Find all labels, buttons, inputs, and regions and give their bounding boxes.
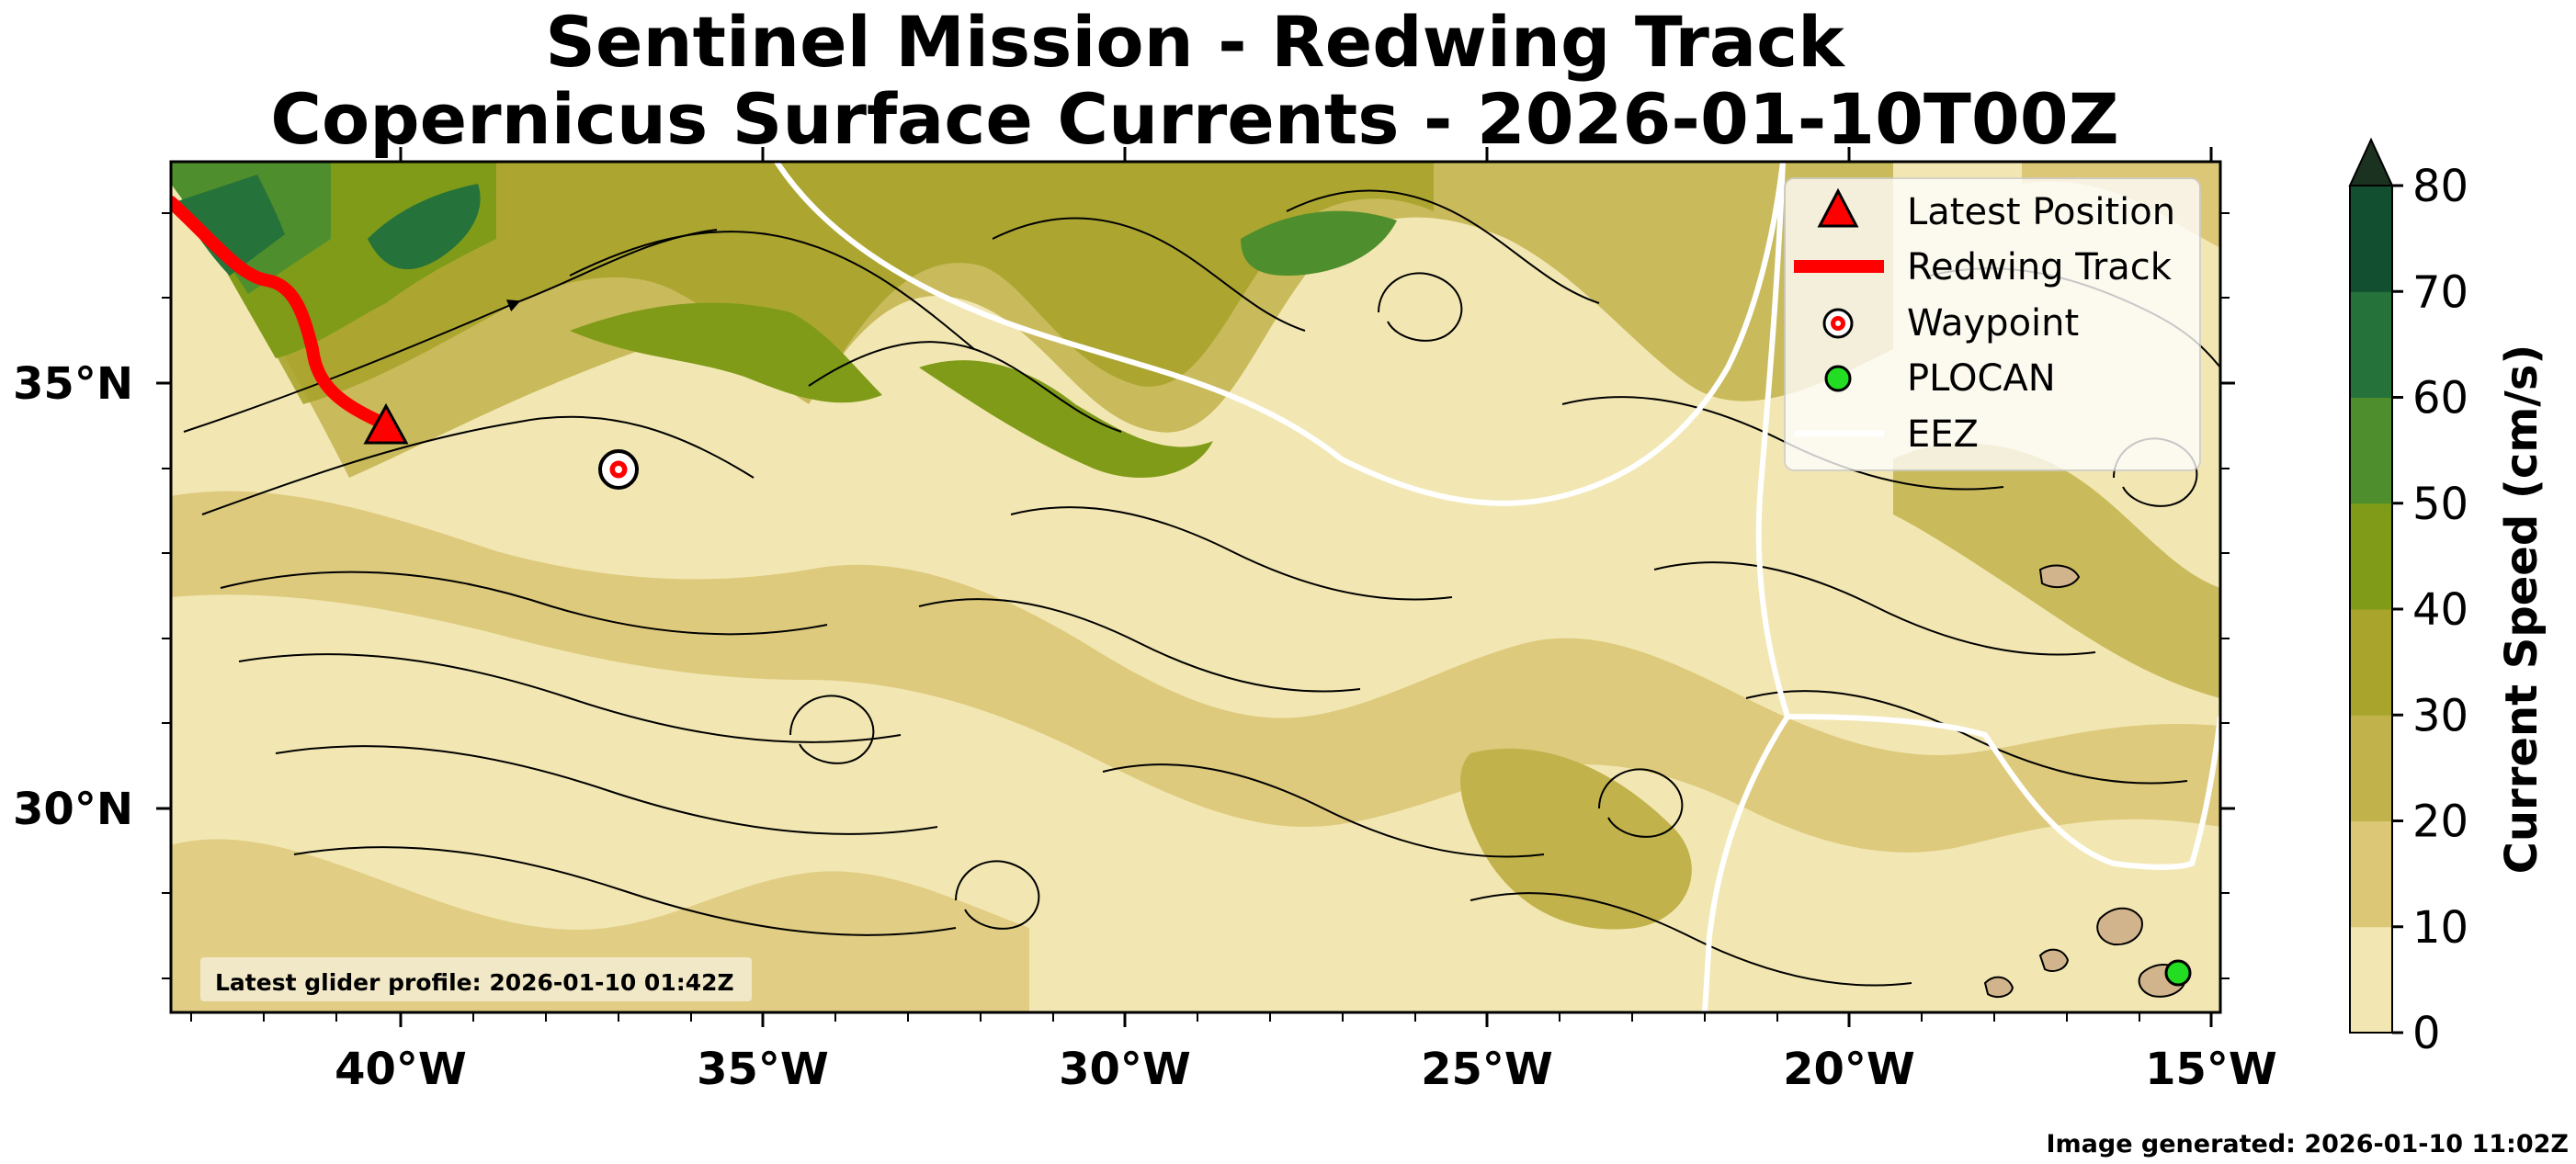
- colorbar-segment: [2350, 397, 2392, 504]
- image-generated-label: Image generated: 2026-01-10 11:02Z: [2046, 1130, 2569, 1158]
- colorbar-tick-label: 80: [2412, 161, 2468, 212]
- colorbar-tick-label: 10: [2412, 902, 2468, 954]
- lon-ticks: [399, 147, 2213, 1027]
- map-frame: [169, 160, 2222, 1014]
- colorbar-segment: [2350, 609, 2392, 716]
- map-title-line2: Copernicus Surface Currents - 2026-01-10…: [270, 78, 2119, 160]
- legend-label-eez: EEZ: [1907, 413, 1979, 456]
- lon-label-20w: 20°W: [1783, 1044, 1915, 1095]
- colorbar-tick-label: 30: [2412, 690, 2468, 741]
- colorbar-label: Current Speed (cm/s): [2496, 345, 2548, 875]
- colorbar-segment: [2350, 926, 2392, 1034]
- current-streamlines: [183, 189, 2220, 987]
- colorbar-tick-label: 0: [2412, 1008, 2441, 1059]
- colorbar-tick-label: 60: [2412, 373, 2468, 424]
- eez-boundary: [774, 162, 2220, 1012]
- map-title-line1: Sentinel Mission - Redwing Track: [545, 1, 1844, 83]
- lon-label-25w: 25°W: [1421, 1044, 1553, 1095]
- lat-label-30n: 30°N: [13, 784, 133, 835]
- colorbar-segment: [2350, 186, 2392, 292]
- colorbar-tick-label: 70: [2412, 266, 2468, 318]
- lat-label-35n: 35°N: [13, 358, 133, 410]
- latest-profile-label: Latest glider profile: 2026-01-10 01:42Z: [215, 969, 734, 996]
- lat-ticks: [156, 381, 2235, 810]
- map-legend: Latest Position Redwing Track Waypoint P…: [1784, 177, 2201, 471]
- lat-minor-ticks: [162, 212, 2230, 979]
- colorbar-tick-label: 20: [2412, 797, 2468, 848]
- legend-plocan-icon: [1824, 365, 1852, 392]
- colorbar: 0 10 20 30 40 50 60 70 80 Current Speed (cm/s): [2348, 137, 2548, 1059]
- colorbar-segment: [2350, 291, 2392, 398]
- legend-label-redwing-track: Redwing Track: [1907, 246, 2173, 288]
- lon-label-30w: 30°W: [1059, 1044, 1191, 1095]
- waypoint-marker: [598, 449, 639, 490]
- lon-label-40w: 40°W: [335, 1044, 467, 1095]
- legend-label-latest-position: Latest Position: [1907, 191, 2175, 233]
- colorbar-segment: [2350, 820, 2392, 928]
- lon-minor-ticks: [190, 1012, 2140, 1022]
- legend-waypoint-icon: [1822, 308, 1854, 339]
- latest-position-marker: [363, 402, 409, 445]
- colorbar-segment: [2350, 715, 2392, 821]
- legend-label-waypoint: Waypoint: [1907, 302, 2079, 345]
- colorbar-extend-arrow: [2348, 137, 2394, 186]
- legend-label-plocan: PLOCAN: [1907, 357, 2056, 400]
- colorbar-tick-label: 40: [2412, 584, 2468, 636]
- plocan-marker: [2164, 959, 2192, 987]
- redwing-track: [171, 196, 392, 431]
- colorbar-segment: [2350, 503, 2392, 610]
- map-area: Latest glider profile: 2026-01-10 01:42Z: [171, 162, 2220, 1012]
- legend-latest-position-icon: [1817, 187, 1859, 228]
- colorbar-tick-label: 50: [2412, 479, 2468, 530]
- lon-label-15w: 15°W: [2145, 1044, 2277, 1095]
- lon-label-35w: 35°W: [697, 1044, 829, 1095]
